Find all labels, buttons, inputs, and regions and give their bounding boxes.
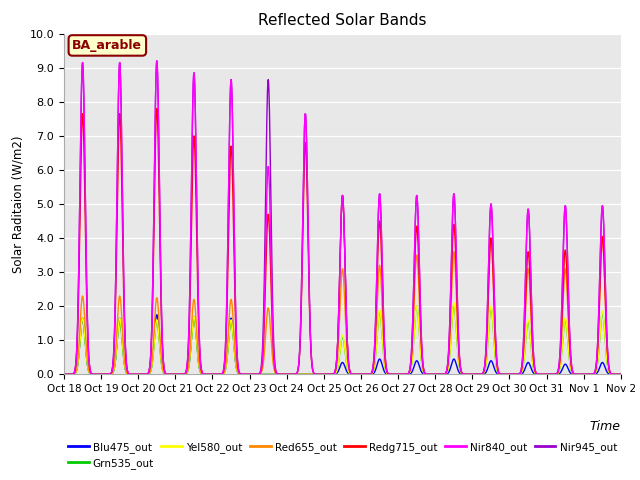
Yel580_out bbox=[528, 352, 536, 358]
Nir840_out bbox=[182, 369, 189, 375]
Yel580_out bbox=[182, 371, 189, 377]
Blu475_out bbox=[563, 364, 571, 370]
Grn535_out bbox=[283, 372, 291, 377]
Grn535_out bbox=[450, 301, 458, 307]
Red655_out bbox=[490, 295, 498, 300]
Legend: Blu475_out, Grn535_out, Yel580_out, Red655_out, Redg715_out, Nir840_out, Nir945_: Blu475_out, Grn535_out, Yel580_out, Red6… bbox=[64, 438, 621, 473]
Redg715_out bbox=[182, 370, 189, 375]
Title: Reflected Solar Bands: Reflected Solar Bands bbox=[258, 13, 427, 28]
Nir840_out bbox=[490, 276, 498, 281]
Blu475_out bbox=[153, 312, 161, 318]
Redg715_out bbox=[563, 280, 571, 286]
Redg715_out bbox=[153, 106, 161, 111]
Nir945_out bbox=[153, 58, 161, 64]
Yel580_out bbox=[564, 333, 572, 338]
Red655_out bbox=[487, 235, 495, 241]
Grn535_out bbox=[182, 371, 189, 377]
Nir945_out bbox=[438, 372, 445, 377]
Blu475_out bbox=[182, 371, 189, 377]
Nir840_out bbox=[528, 306, 536, 312]
Grn535_out bbox=[438, 372, 445, 377]
Yel580_out bbox=[490, 336, 498, 342]
Nir840_out bbox=[563, 248, 571, 253]
Text: Time: Time bbox=[590, 420, 621, 433]
Grn535_out bbox=[564, 334, 572, 339]
Nir945_out bbox=[490, 276, 498, 281]
Blu475_out bbox=[438, 372, 445, 377]
Yel580_out bbox=[60, 372, 68, 377]
Line: Red655_out: Red655_out bbox=[64, 238, 640, 374]
Grn535_out bbox=[528, 352, 536, 358]
Red655_out bbox=[563, 294, 571, 300]
Yel580_out bbox=[450, 300, 458, 306]
Line: Grn535_out: Grn535_out bbox=[64, 304, 640, 374]
Yel580_out bbox=[438, 372, 445, 377]
Blu475_out bbox=[528, 367, 536, 372]
Red655_out bbox=[528, 329, 536, 335]
Nir840_out bbox=[438, 372, 445, 377]
Line: Nir945_out: Nir945_out bbox=[64, 61, 640, 374]
Grn535_out bbox=[60, 372, 68, 377]
Redg715_out bbox=[490, 295, 498, 300]
Redg715_out bbox=[438, 372, 445, 377]
Line: Nir840_out: Nir840_out bbox=[64, 61, 640, 374]
Text: BA_arable: BA_arable bbox=[72, 39, 142, 52]
Redg715_out bbox=[528, 323, 536, 328]
Nir840_out bbox=[153, 58, 161, 64]
Line: Yel580_out: Yel580_out bbox=[64, 303, 640, 374]
Red655_out bbox=[437, 372, 445, 377]
Nir945_out bbox=[563, 248, 571, 253]
Line: Redg715_out: Redg715_out bbox=[64, 108, 640, 374]
Grn535_out bbox=[490, 337, 498, 343]
Nir945_out bbox=[60, 372, 68, 377]
Red655_out bbox=[60, 372, 68, 377]
Nir840_out bbox=[60, 372, 68, 377]
Redg715_out bbox=[60, 372, 68, 377]
Y-axis label: Solar Raditaion (W/m2): Solar Raditaion (W/m2) bbox=[11, 135, 24, 273]
Yel580_out bbox=[283, 372, 291, 377]
Blu475_out bbox=[490, 364, 498, 370]
Red655_out bbox=[182, 371, 189, 377]
Blu475_out bbox=[60, 372, 68, 377]
Nir945_out bbox=[182, 369, 189, 375]
Line: Blu475_out: Blu475_out bbox=[64, 315, 640, 374]
Nir945_out bbox=[528, 306, 536, 312]
